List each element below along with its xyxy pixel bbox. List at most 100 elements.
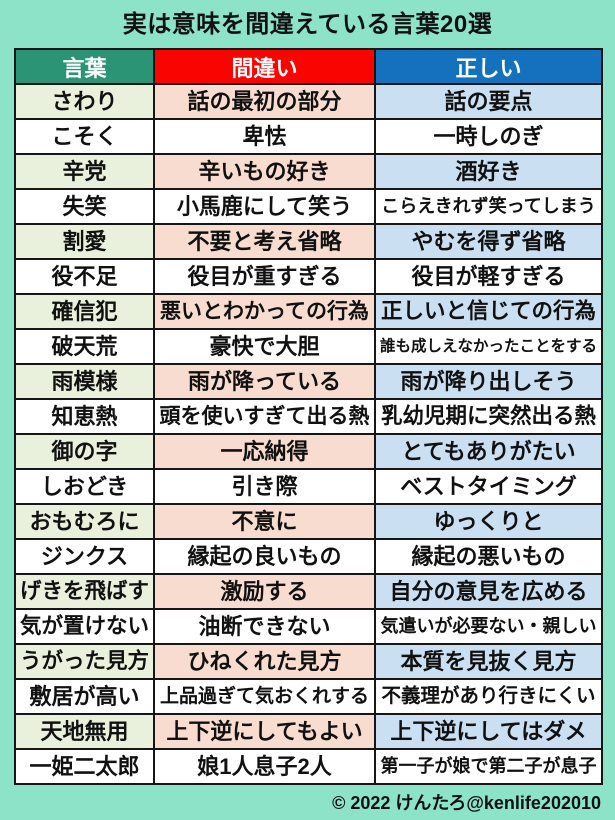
wrong-meaning-cell: 役目が重すぎる	[153, 258, 376, 295]
correct-meaning-text: とてもありがたい	[401, 439, 576, 464]
word-cell: さわり	[14, 83, 155, 120]
correct-meaning-cell: 話の要点	[374, 83, 603, 120]
word-cell: 天地無用	[14, 713, 155, 750]
word-cell: うがった見方	[14, 643, 155, 680]
correct-meaning-cell: 上下逆にしてはダメ	[374, 713, 603, 750]
correct-meaning-text: こらえきれず笑ってしまう	[381, 196, 596, 216]
correct-meaning-cell: ゆっくりと	[374, 503, 603, 540]
table-body: さわり 話の最初の部分 話の要点 こそく 卑怯 一時しのぎ 辛党 辛いもの好き …	[14, 83, 603, 785]
correct-meaning-text: 酒好き	[455, 159, 522, 184]
word-text: 知恵熱	[51, 404, 118, 429]
correct-meaning-text: やむを得ず省略	[411, 229, 566, 254]
wrong-meaning-cell: 激励する	[153, 573, 376, 610]
correct-meaning-cell: 一時しのぎ	[374, 118, 603, 155]
correct-meaning-text: 上下逆にしてはダメ	[390, 719, 587, 744]
correct-meaning-text: 一時しのぎ	[433, 124, 544, 149]
correct-meaning-text: 第一子が娘で第二子が息子	[380, 756, 597, 776]
correct-meaning-text: 気遣いが必要ない・親しい	[380, 616, 597, 636]
word-cell: 敷居が高い	[14, 678, 155, 715]
word-cell: 失笑	[14, 188, 155, 225]
correct-meaning-cell: 誰も成しえなかったことをする	[374, 328, 603, 365]
wrong-meaning-cell: ひねくれた見方	[153, 643, 376, 680]
table-row: 破天荒 豪快で大胆 誰も成しえなかったことをする	[14, 328, 603, 365]
wrong-meaning-text: 激励する	[220, 579, 309, 604]
correct-meaning-text: 雨が降り出しそう	[400, 369, 577, 394]
word-cell: 割愛	[14, 223, 155, 260]
page-title: 実は意味を間違えている言葉20選	[122, 11, 493, 38]
table-row: 御の字 一応納得 とてもありがたい	[14, 433, 603, 470]
word-text: 雨模様	[51, 369, 118, 394]
word-text: おもむろに	[29, 509, 140, 534]
wrong-meaning-cell: 娘1人息子2人	[153, 748, 376, 785]
correct-meaning-cell: 役目が軽すぎる	[374, 258, 603, 295]
table-row: 天地無用 上下逆にしてもよい 上下逆にしてはダメ	[14, 713, 603, 750]
wrong-meaning-text: 不意に	[231, 509, 298, 534]
correct-meaning-text: ゆっくりと	[433, 509, 544, 534]
table-row: 気が置けない 油断できない 気遣いが必要ない・親しい	[14, 608, 603, 645]
word-cell: 一姫二太郎	[14, 748, 155, 785]
word-cell: しおどき	[14, 468, 155, 505]
correct-meaning-text: ベストタイミング	[400, 474, 577, 499]
word-text: 割愛	[62, 229, 107, 254]
word-cell: こそく	[14, 118, 155, 155]
correct-meaning-text: 自分の意見を広める	[389, 579, 588, 604]
word-text: 御の字	[51, 439, 118, 464]
word-text: 辛党	[62, 159, 107, 184]
wrong-meaning-text: 豪快で大胆	[209, 334, 320, 359]
wrong-meaning-text: 役目が重すぎる	[187, 264, 342, 289]
correct-meaning-cell: 不義理があり行きにくい	[374, 678, 603, 715]
wrong-meaning-cell: 卑怯	[153, 118, 376, 155]
correct-meaning-text: 本質を見抜く見方	[400, 649, 577, 674]
correct-meaning-cell: 正しいと信じての行為	[374, 293, 603, 330]
word-text: 失笑	[62, 194, 107, 219]
table-header: 言葉 間違い 正しい	[14, 48, 603, 85]
table-row: 一姫二太郎 娘1人息子2人 第一子が娘で第二子が息子	[14, 748, 603, 785]
table-row: 割愛 不要と考え省略 やむを得ず省略	[14, 223, 603, 260]
table-row: ジンクス 縁起の良いもの 縁起の悪いもの	[14, 538, 603, 575]
table-row: こそく 卑怯 一時しのぎ	[14, 118, 603, 155]
correct-meaning-text: 不義理があり行きにくい	[381, 685, 596, 707]
table-row: しおどき 引き際 ベストタイミング	[14, 468, 603, 505]
wrong-meaning-cell: 頭を使いすぎて出る熱	[153, 398, 376, 435]
words-table: 言葉 間違い 正しい さわり 話の最初の部分 話の要点 こそく 卑怯 一時しのぎ…	[14, 48, 603, 785]
wrong-meaning-cell: 話の最初の部分	[153, 83, 376, 120]
wrong-meaning-cell: 上下逆にしてもよい	[153, 713, 376, 750]
wrong-meaning-text: 話の最初の部分	[187, 89, 342, 114]
wrong-meaning-text: 不要と考え省略	[187, 229, 342, 254]
word-text: 天地無用	[40, 719, 129, 744]
table-row: さわり 話の最初の部分 話の要点	[14, 83, 603, 120]
word-cell: ジンクス	[14, 538, 155, 575]
correct-meaning-cell: 乳幼児期に突然出る熱	[374, 398, 603, 435]
column-header-correct: 正しい	[374, 48, 603, 85]
wrong-meaning-cell: 上品過ぎて気おくれする	[153, 678, 376, 715]
word-cell: 雨模様	[14, 363, 155, 400]
table-row: 確信犯 悪いとわかっての行為 正しいと信じての行為	[14, 293, 603, 330]
correct-meaning-cell: 本質を見抜く見方	[374, 643, 603, 680]
word-text: ジンクス	[40, 544, 129, 569]
wrong-meaning-cell: 不意に	[153, 503, 376, 540]
wrong-meaning-text: 引き際	[231, 474, 298, 499]
wrong-meaning-cell: 油断できない	[153, 608, 376, 645]
wrong-meaning-text: 上品過ぎて気おくれする	[159, 686, 369, 707]
wrong-meaning-text: 一応納得	[220, 439, 309, 464]
word-text: さわり	[51, 89, 118, 114]
table-row: 知恵熱 頭を使いすぎて出る熱 乳幼児期に突然出る熱	[14, 398, 603, 435]
word-cell: 役不足	[14, 258, 155, 295]
correct-meaning-cell: 自分の意見を広める	[374, 573, 603, 610]
wrong-meaning-cell: 辛いもの好き	[153, 153, 376, 190]
wrong-meaning-text: 小馬鹿にして笑う	[176, 194, 353, 219]
correct-meaning-text: 正しいと信じての行為	[380, 299, 596, 323]
table-row: 敷居が高い 上品過ぎて気おくれする 不義理があり行きにくい	[14, 678, 603, 715]
word-cell: 確信犯	[14, 293, 155, 330]
copyright-text: © 2022 けんたろ@kenlife202010	[332, 793, 601, 813]
column-header-wrong: 間違い	[153, 48, 376, 85]
correct-meaning-cell: やむを得ず省略	[374, 223, 603, 260]
correct-meaning-text: 話の要点	[444, 89, 533, 114]
correct-meaning-cell: 気遣いが必要ない・親しい	[374, 608, 603, 645]
table-row: うがった見方 ひねくれた見方 本質を見抜く見方	[14, 643, 603, 680]
wrong-meaning-text: 油断できない	[198, 614, 331, 639]
word-text: げきを飛ばす	[19, 579, 149, 603]
word-text: うがった見方	[19, 649, 149, 673]
wrong-meaning-text: 雨が降っている	[188, 369, 341, 394]
word-cell: 破天荒	[14, 328, 155, 365]
